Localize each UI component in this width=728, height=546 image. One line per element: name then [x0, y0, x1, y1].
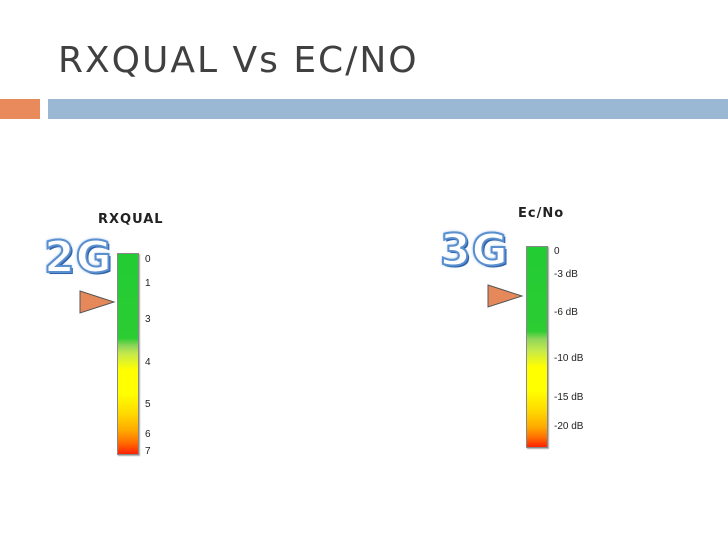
- rxqual-tick-3: 3: [145, 314, 151, 325]
- ecno-pointer-icon: [487, 284, 524, 308]
- ecno-label: Ec/No: [518, 206, 565, 221]
- rxqual-tick-0: 0: [145, 254, 151, 265]
- ecno-tick-minus15: -15 dB: [554, 392, 584, 403]
- ecno-tick-0: 0: [554, 246, 560, 257]
- ecno-tick-minus10: -10 dB: [554, 353, 584, 364]
- slide-title: RXQUAL Vs EC/NO: [58, 40, 419, 81]
- ecno-tick-minus6: -6 dB: [554, 307, 578, 318]
- rxqual-tick-6: 6: [145, 429, 151, 440]
- rxqual-tick-1: 1: [145, 278, 151, 289]
- badge-2g: 2G: [43, 231, 113, 284]
- badge-3g: 3G: [439, 224, 509, 277]
- rxqual-meter: [117, 253, 139, 455]
- ecno-tick-minus3: -3 dB: [554, 269, 578, 280]
- rxqual-tick-5: 5: [145, 399, 151, 410]
- ecno-tick-minus20: -20 dB: [554, 421, 584, 432]
- title-accent-blue: [48, 99, 728, 119]
- rxqual-tick-7: 7: [145, 446, 151, 457]
- ecno-meter: [526, 246, 548, 448]
- title-accent-orange: [0, 99, 40, 119]
- rxqual-tick-4: 4: [145, 357, 151, 368]
- rxqual-label: RXQUAL: [98, 212, 164, 227]
- rxqual-pointer-icon: [79, 290, 116, 314]
